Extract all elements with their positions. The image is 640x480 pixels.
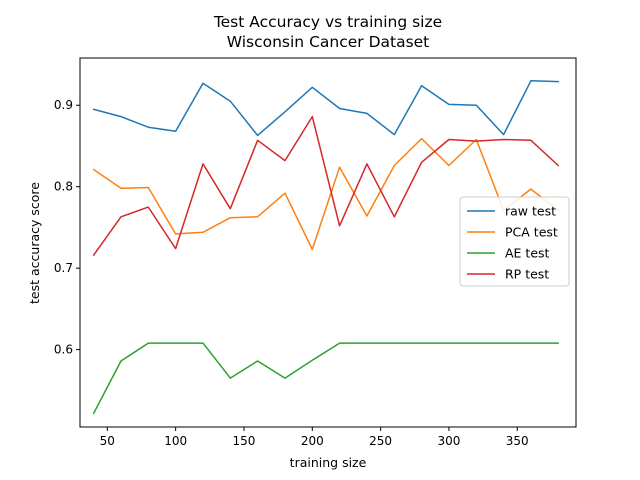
y-axis-label: test accuracy score [27,182,42,304]
plot-frame [79,57,577,428]
series-line-rp-test [92,115,560,257]
x-tick-label: 150 [233,434,256,448]
y-tick-label: 0.7 [54,261,73,275]
x-tick-label: 100 [164,434,187,448]
series-line-raw-test [92,80,559,137]
x-axis-label: training size [290,455,367,470]
x-tick-label: 50 [100,434,115,448]
legend-label: PCA test [505,225,558,240]
x-tick-label: 250 [369,434,392,448]
legend-label: raw test [505,204,556,219]
x-tick-label: 200 [301,434,324,448]
series-line-pca-test [92,137,560,251]
y-tick-label: 0.6 [54,343,73,357]
x-tick-label: 350 [506,434,529,448]
chart-title: Test Accuracy vs training size [213,13,442,31]
x-tick-label: 300 [437,434,460,448]
y-tick-label: 0.9 [54,98,73,112]
legend-label: AE test [505,246,550,261]
legend-frame [459,196,570,287]
legend-label: RP test [505,267,549,282]
y-axis-ticks: 0.6 0.7 0.8 0.9 [54,98,80,357]
legend: raw test PCA test AE test RP test [459,196,570,287]
plot-lines [92,80,560,415]
series-line-ae-test [92,342,559,415]
y-tick-label: 0.8 [54,180,73,194]
chart-subtitle: Wisconsin Cancer Dataset [227,33,430,51]
x-axis-ticks: 50 100 150 200 250 300 350 [100,427,529,448]
